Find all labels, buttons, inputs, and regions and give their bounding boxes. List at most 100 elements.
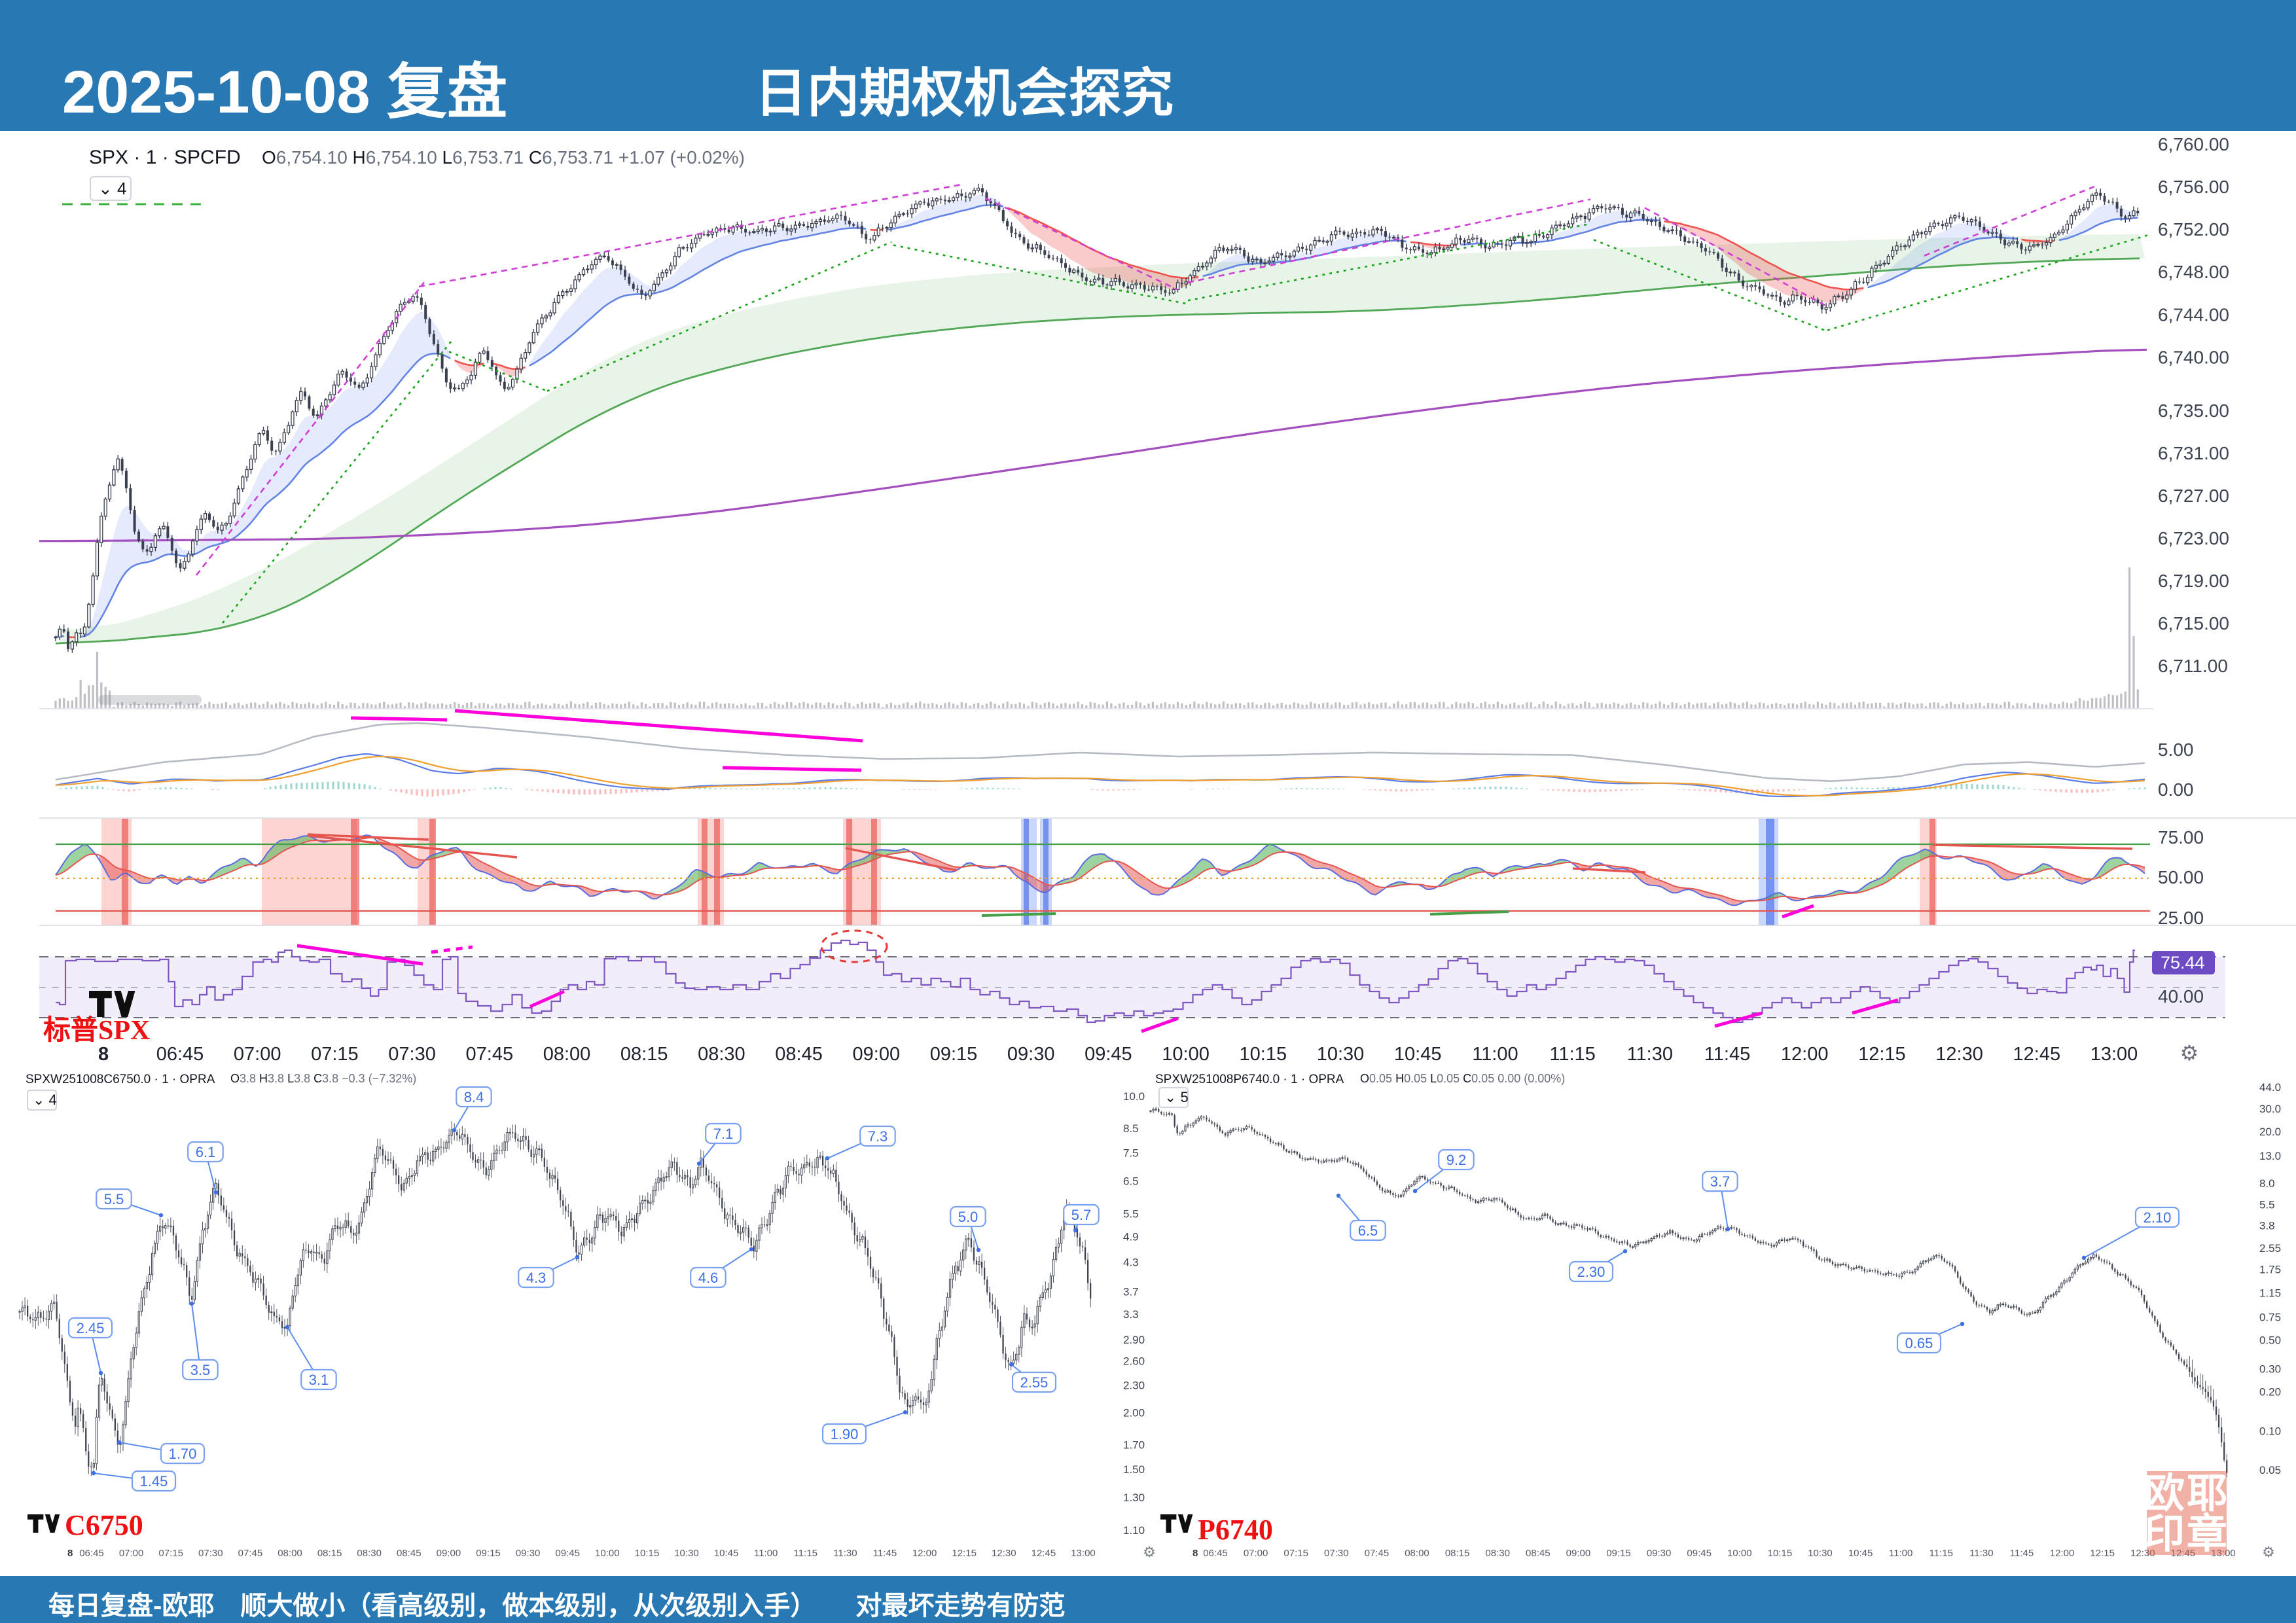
svg-text:6,735.00: 6,735.00 [2158, 401, 2229, 421]
svg-text:O3.8 H3.8 L3.8 C3.8 −0.3 (−7.3: O3.8 H3.8 L3.8 C3.8 −0.3 (−7.32%) [230, 1072, 416, 1085]
svg-text:06:45: 06:45 [156, 1044, 204, 1065]
svg-text:SPXW251008P6740.0 · 1 · OPRA: SPXW251008P6740.0 · 1 · OPRA [1155, 1073, 1344, 1086]
svg-text:13.0: 13.0 [2259, 1150, 2281, 1162]
svg-text:0.10: 0.10 [2259, 1425, 2281, 1437]
svg-text:09:45: 09:45 [555, 1548, 580, 1559]
svg-text:5.7: 5.7 [1071, 1207, 1092, 1223]
svg-text:06:45: 06:45 [79, 1548, 104, 1559]
svg-text:08:30: 08:30 [1485, 1548, 1510, 1559]
svg-text:欧: 欧 [2144, 1471, 2185, 1516]
svg-text:8: 8 [1193, 1548, 1198, 1559]
svg-text:4.9: 4.9 [1123, 1230, 1139, 1243]
svg-text:12:00: 12:00 [912, 1548, 937, 1559]
svg-text:10:45: 10:45 [1848, 1548, 1873, 1559]
svg-text:08:00: 08:00 [543, 1044, 591, 1065]
svg-text:75.00: 75.00 [2158, 827, 2204, 847]
svg-text:6,740.00: 6,740.00 [2158, 347, 2229, 367]
svg-text:6,719.00: 6,719.00 [2158, 571, 2229, 591]
svg-text:10:00: 10:00 [1162, 1044, 1210, 1065]
svg-text:50.00: 50.00 [2158, 867, 2204, 887]
svg-text:12:30: 12:30 [2130, 1548, 2155, 1559]
svg-text:2.55: 2.55 [2259, 1242, 2281, 1255]
svg-text:10:45: 10:45 [1394, 1044, 1442, 1065]
svg-text:SPXW251008C6750.0 · 1 · OPRA: SPXW251008C6750.0 · 1 · OPRA [26, 1073, 215, 1086]
svg-text:07:00: 07:00 [1244, 1548, 1268, 1559]
svg-text:8.5: 8.5 [1123, 1122, 1139, 1135]
svg-text:6.5: 6.5 [1123, 1175, 1139, 1187]
svg-text:6,731.00: 6,731.00 [2158, 443, 2229, 463]
svg-text:6,756.00: 6,756.00 [2158, 177, 2229, 197]
svg-text:O0.05 H0.05 L0.05 C0.05 0.00 (: O0.05 H0.05 L0.05 C0.05 0.00 (0.00%) [1360, 1072, 1565, 1085]
svg-text:O6,754.10 H6,754.10 L6,753.71: O6,754.10 H6,754.10 L6,753.71 C6,753.71 … [262, 147, 745, 168]
svg-text:10:30: 10:30 [674, 1548, 699, 1559]
svg-text:06:45: 06:45 [1203, 1548, 1228, 1559]
svg-text:13:00: 13:00 [2090, 1044, 2138, 1065]
svg-text:12:45: 12:45 [2171, 1548, 2196, 1559]
svg-text:12:00: 12:00 [2050, 1548, 2075, 1559]
svg-text:2.60: 2.60 [1123, 1355, 1145, 1368]
svg-text:08:45: 08:45 [775, 1044, 823, 1065]
svg-text:12:30: 12:30 [992, 1548, 1016, 1559]
svg-text:耶: 耶 [2187, 1472, 2227, 1516]
svg-text:0.00: 0.00 [2158, 779, 2194, 800]
svg-text:08:00: 08:00 [278, 1548, 302, 1559]
svg-text:09:00: 09:00 [853, 1044, 901, 1065]
svg-text:2.10: 2.10 [2144, 1209, 2172, 1226]
svg-text:7.1: 7.1 [713, 1126, 734, 1142]
svg-text:5.00: 5.00 [2158, 740, 2194, 760]
svg-text:09:45: 09:45 [1085, 1044, 1132, 1065]
svg-text:07:30: 07:30 [388, 1044, 436, 1065]
svg-text:11:45: 11:45 [2010, 1548, 2034, 1559]
svg-text:30.0: 30.0 [2259, 1103, 2281, 1115]
svg-text:⌄ 5: ⌄ 5 [1164, 1089, 1189, 1105]
svg-text:1.75: 1.75 [2259, 1263, 2281, 1275]
svg-text:⚙: ⚙ [1143, 1544, 1156, 1560]
svg-text:10:00: 10:00 [1727, 1548, 1752, 1559]
svg-text:5.0: 5.0 [958, 1209, 978, 1225]
svg-text:11:15: 11:15 [1549, 1044, 1595, 1065]
svg-text:1.30: 1.30 [1123, 1491, 1145, 1504]
svg-text:09:15: 09:15 [1606, 1548, 1631, 1559]
svg-text:1.90: 1.90 [831, 1426, 859, 1442]
svg-text:08:15: 08:15 [1445, 1548, 1470, 1559]
svg-text:10:15: 10:15 [1240, 1044, 1287, 1065]
svg-text:07:00: 07:00 [119, 1548, 144, 1559]
svg-text:07:45: 07:45 [1365, 1548, 1390, 1559]
svg-text:4.6: 4.6 [698, 1270, 719, 1286]
svg-text:75.44: 75.44 [2161, 953, 2205, 972]
svg-text:3.3: 3.3 [1123, 1308, 1139, 1321]
svg-text:11:15: 11:15 [1929, 1548, 1953, 1559]
svg-text:13:00: 13:00 [1071, 1548, 1096, 1559]
svg-text:08:45: 08:45 [397, 1548, 422, 1559]
svg-text:11:00: 11:00 [1472, 1044, 1518, 1065]
svg-text:3.5: 3.5 [190, 1362, 211, 1378]
svg-text:12:45: 12:45 [2013, 1044, 2061, 1065]
svg-text:1.15: 1.15 [2259, 1287, 2281, 1300]
svg-text:⚙: ⚙ [2262, 1544, 2275, 1560]
svg-text:0.75: 0.75 [2259, 1311, 2281, 1323]
svg-text:5.5: 5.5 [104, 1191, 124, 1207]
svg-text:10:00: 10:00 [595, 1548, 620, 1559]
svg-text:0.50: 0.50 [2259, 1334, 2281, 1346]
svg-text:6,723.00: 6,723.00 [2158, 528, 2229, 548]
svg-text:2.30: 2.30 [1577, 1264, 1605, 1280]
svg-text:08:15: 08:15 [620, 1044, 668, 1065]
svg-text:0.65: 0.65 [1905, 1335, 1933, 1351]
svg-text:12:15: 12:15 [2090, 1548, 2115, 1559]
svg-text:⚙: ⚙ [2180, 1041, 2199, 1065]
svg-text:10:45: 10:45 [714, 1548, 739, 1559]
svg-text:5.5: 5.5 [1123, 1208, 1139, 1221]
svg-text:07:30: 07:30 [1324, 1548, 1349, 1559]
svg-text:5.5: 5.5 [2259, 1198, 2275, 1211]
svg-text:13:00: 13:00 [2211, 1548, 2236, 1559]
svg-text:11:30: 11:30 [1969, 1548, 1993, 1559]
svg-text:12:15: 12:15 [952, 1548, 977, 1559]
svg-text:6.5: 6.5 [1358, 1222, 1378, 1239]
svg-text:6,752.00: 6,752.00 [2158, 219, 2229, 240]
svg-text:10:30: 10:30 [1317, 1044, 1365, 1065]
svg-text:1.10: 1.10 [1123, 1524, 1145, 1537]
svg-text:3.7: 3.7 [1123, 1286, 1139, 1298]
svg-text:09:30: 09:30 [516, 1548, 541, 1559]
svg-text:6,760.00: 6,760.00 [2158, 134, 2229, 154]
svg-text:11:15: 11:15 [794, 1548, 817, 1559]
